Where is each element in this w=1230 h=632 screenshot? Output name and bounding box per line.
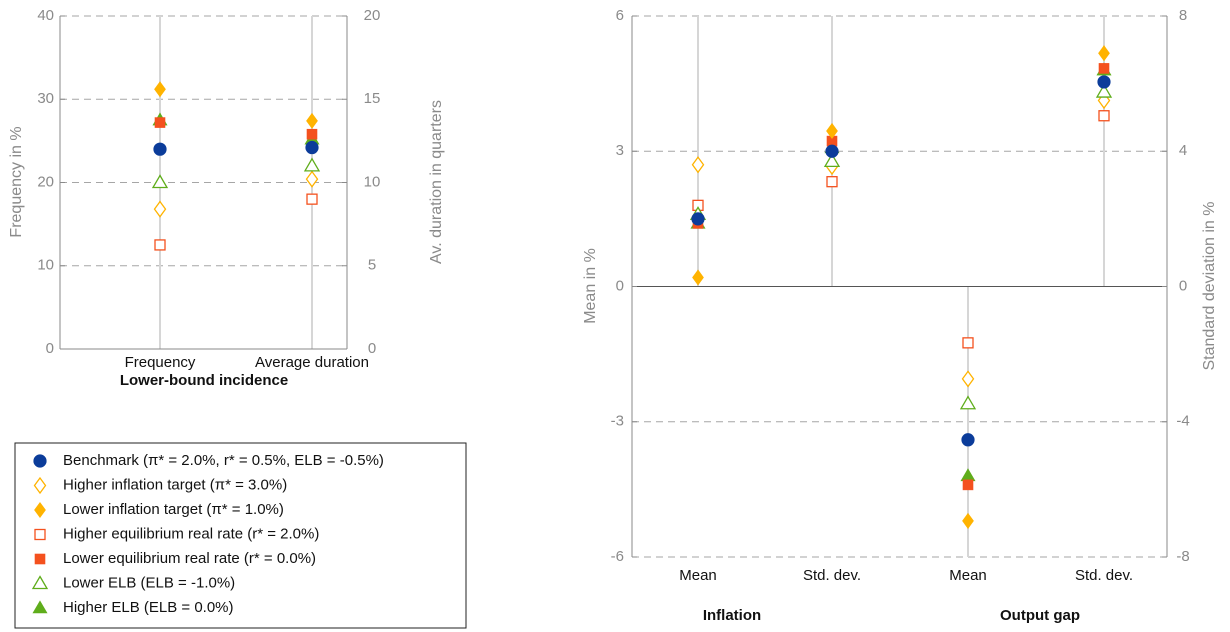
right-tick-label: 8 [1179, 7, 1187, 24]
left-tick-label: 10 [37, 257, 54, 274]
data-point-higher-inflation-target-3-0-0 [691, 156, 705, 174]
data-point-higher-equilibrium-real-rate-r-2 [962, 337, 974, 349]
data-point-higher-elb-elb-0-0-2 [960, 468, 976, 482]
legend-marker-square [34, 553, 46, 565]
data-point-lower-inflation-target-1-0-2 [962, 512, 974, 529]
data-point-lower-elb-elb-1-0-average-duration [303, 157, 321, 172]
category-label-frequency: Frequency [125, 354, 196, 371]
data-point-lower-elb-elb-1-0-frequency [151, 174, 169, 189]
group-title-output-gap: Output gap [1000, 607, 1080, 624]
right-tick-label: 15 [364, 90, 381, 107]
legend-label: Lower inflation target (π* = 1.0%) [63, 501, 284, 518]
data-point-higher-equilibrium-real-rate-r-frequency [154, 239, 166, 251]
legend-marker-triangle [31, 575, 49, 590]
data-point-lower-equilibrium-real-rate-r--average-duration [306, 128, 318, 140]
data-point-lower-inflation-target-1-0-3 [1098, 45, 1110, 62]
group-title-inflation: Inflation [703, 607, 761, 624]
right-tick-label: 0 [1179, 277, 1187, 294]
category-label-mean: Mean [949, 567, 987, 584]
data-point-benchmark-2-0-r-0-5-elb-0-5-1 [825, 144, 839, 158]
data-point-lower-elb-elb-1-0-3 [1095, 83, 1113, 98]
legend-label: Lower ELB (ELB = -1.0%) [63, 574, 235, 591]
left-tick-label: 40 [37, 7, 54, 24]
left-tick-label: -6 [611, 548, 624, 565]
category-label-mean: Mean [679, 567, 717, 584]
left-axis-title: Frequency in % [8, 126, 25, 237]
category-label-average-duration: Average duration [255, 354, 369, 371]
left-tick-label: 20 [37, 173, 54, 190]
legend-label: Higher inflation target (π* = 3.0%) [63, 476, 287, 493]
data-point-higher-inflation-target-3-0-average-duration [305, 170, 319, 188]
data-point-benchmark-2-0-r-0-5-elb-0-5-2 [961, 433, 975, 447]
data-point-higher-inflation-target-3-0-2 [961, 370, 975, 388]
data-point-higher-inflation-target-3-0-frequency [153, 200, 167, 218]
right-tick-label: 0 [368, 340, 376, 357]
right-tick-label: 10 [364, 173, 381, 190]
left-tick-label: -3 [611, 413, 624, 430]
left-tick-label: 30 [37, 90, 54, 107]
left-tick-label: 0 [616, 277, 624, 294]
data-point-lower-inflation-target-1-0-1 [826, 122, 838, 139]
data-point-lower-inflation-target-1-0-average-duration [306, 112, 318, 129]
data-point-higher-equilibrium-real-rate-r-1 [826, 176, 838, 188]
legend-marker-circle [33, 454, 47, 468]
data-point-benchmark-2-0-r-0-5-elb-0-5-3 [1097, 75, 1111, 89]
data-point-benchmark-2-0-r-0-5-elb-0-5-frequency [153, 142, 167, 156]
left-tick-label: 6 [616, 7, 624, 24]
right-axis-title: Av. duration in quarters [428, 100, 445, 264]
legend-marker-triangle [32, 600, 48, 614]
data-point-benchmark-2-0-r-0-5-elb-0-5-0 [691, 212, 705, 226]
legend-marker-diamond [33, 476, 47, 495]
lower-bound-incidence-panel: 0 10 20 30 40 0 5 10 15 20 Frequency Average durati… [8, 7, 445, 389]
data-point-higher-equilibrium-real-rate-r-3 [1098, 110, 1110, 122]
data-point-lower-equilibrium-real-rate-r--frequency [154, 117, 166, 128]
right-tick-label: 20 [364, 7, 381, 24]
right-tick-label: -8 [1176, 548, 1189, 565]
data-point-lower-elb-elb-1-0-2 [959, 395, 977, 410]
data-point-lower-inflation-target-1-0-0 [692, 269, 704, 286]
left-axis-title: Mean in % [582, 248, 599, 324]
legend-label: Higher equilibrium real rate (r* = 2.0%) [63, 525, 319, 542]
data-point-lower-inflation-target-1-0-frequency [154, 81, 166, 98]
category-label-std-dev: Std. dev. [1075, 567, 1133, 584]
legend-box [14, 442, 467, 629]
legend-label: Benchmark (π* = 2.0%, r* = 0.5%, ELB = -… [63, 452, 384, 469]
right-tick-label: 5 [368, 257, 376, 274]
data-point-benchmark-2-0-r-0-5-elb-0-5-average-duration [305, 140, 319, 155]
left-tick-label: 0 [46, 340, 54, 357]
right-axis-title: Standard deviation in % [1201, 202, 1218, 371]
legend-marker-square [34, 528, 46, 541]
legend-label: Higher ELB (ELB = 0.0%) [63, 599, 234, 616]
data-point-lower-equilibrium-real-rate-r--3 [1098, 63, 1110, 74]
panel-title: Lower-bound incidence [120, 372, 288, 389]
data-point-higher-equilibrium-real-rate-r-average-duration [306, 193, 318, 205]
right-tick-label: 4 [1179, 142, 1187, 159]
legend-marker-diamond [34, 501, 46, 519]
legend: Benchmark (π* = 2.0%, r* = 0.5%, ELB = -… [14, 442, 467, 629]
legend-label: Lower equilibrium real rate (r* = 0.0%) [63, 550, 316, 567]
data-point-lower-elb-elb-1-0-1 [823, 153, 841, 168]
inflation-output-gap-panel: -6 -3 0 3 6 -8 -4 0 4 8 Mean Std. dev. Mean Std. dev.… [582, 7, 1218, 624]
right-tick-label: -4 [1176, 413, 1189, 430]
category-label-std-dev: Std. dev. [803, 567, 861, 584]
data-point-lower-equilibrium-real-rate-r--2 [962, 479, 974, 491]
left-tick-label: 3 [616, 142, 624, 159]
